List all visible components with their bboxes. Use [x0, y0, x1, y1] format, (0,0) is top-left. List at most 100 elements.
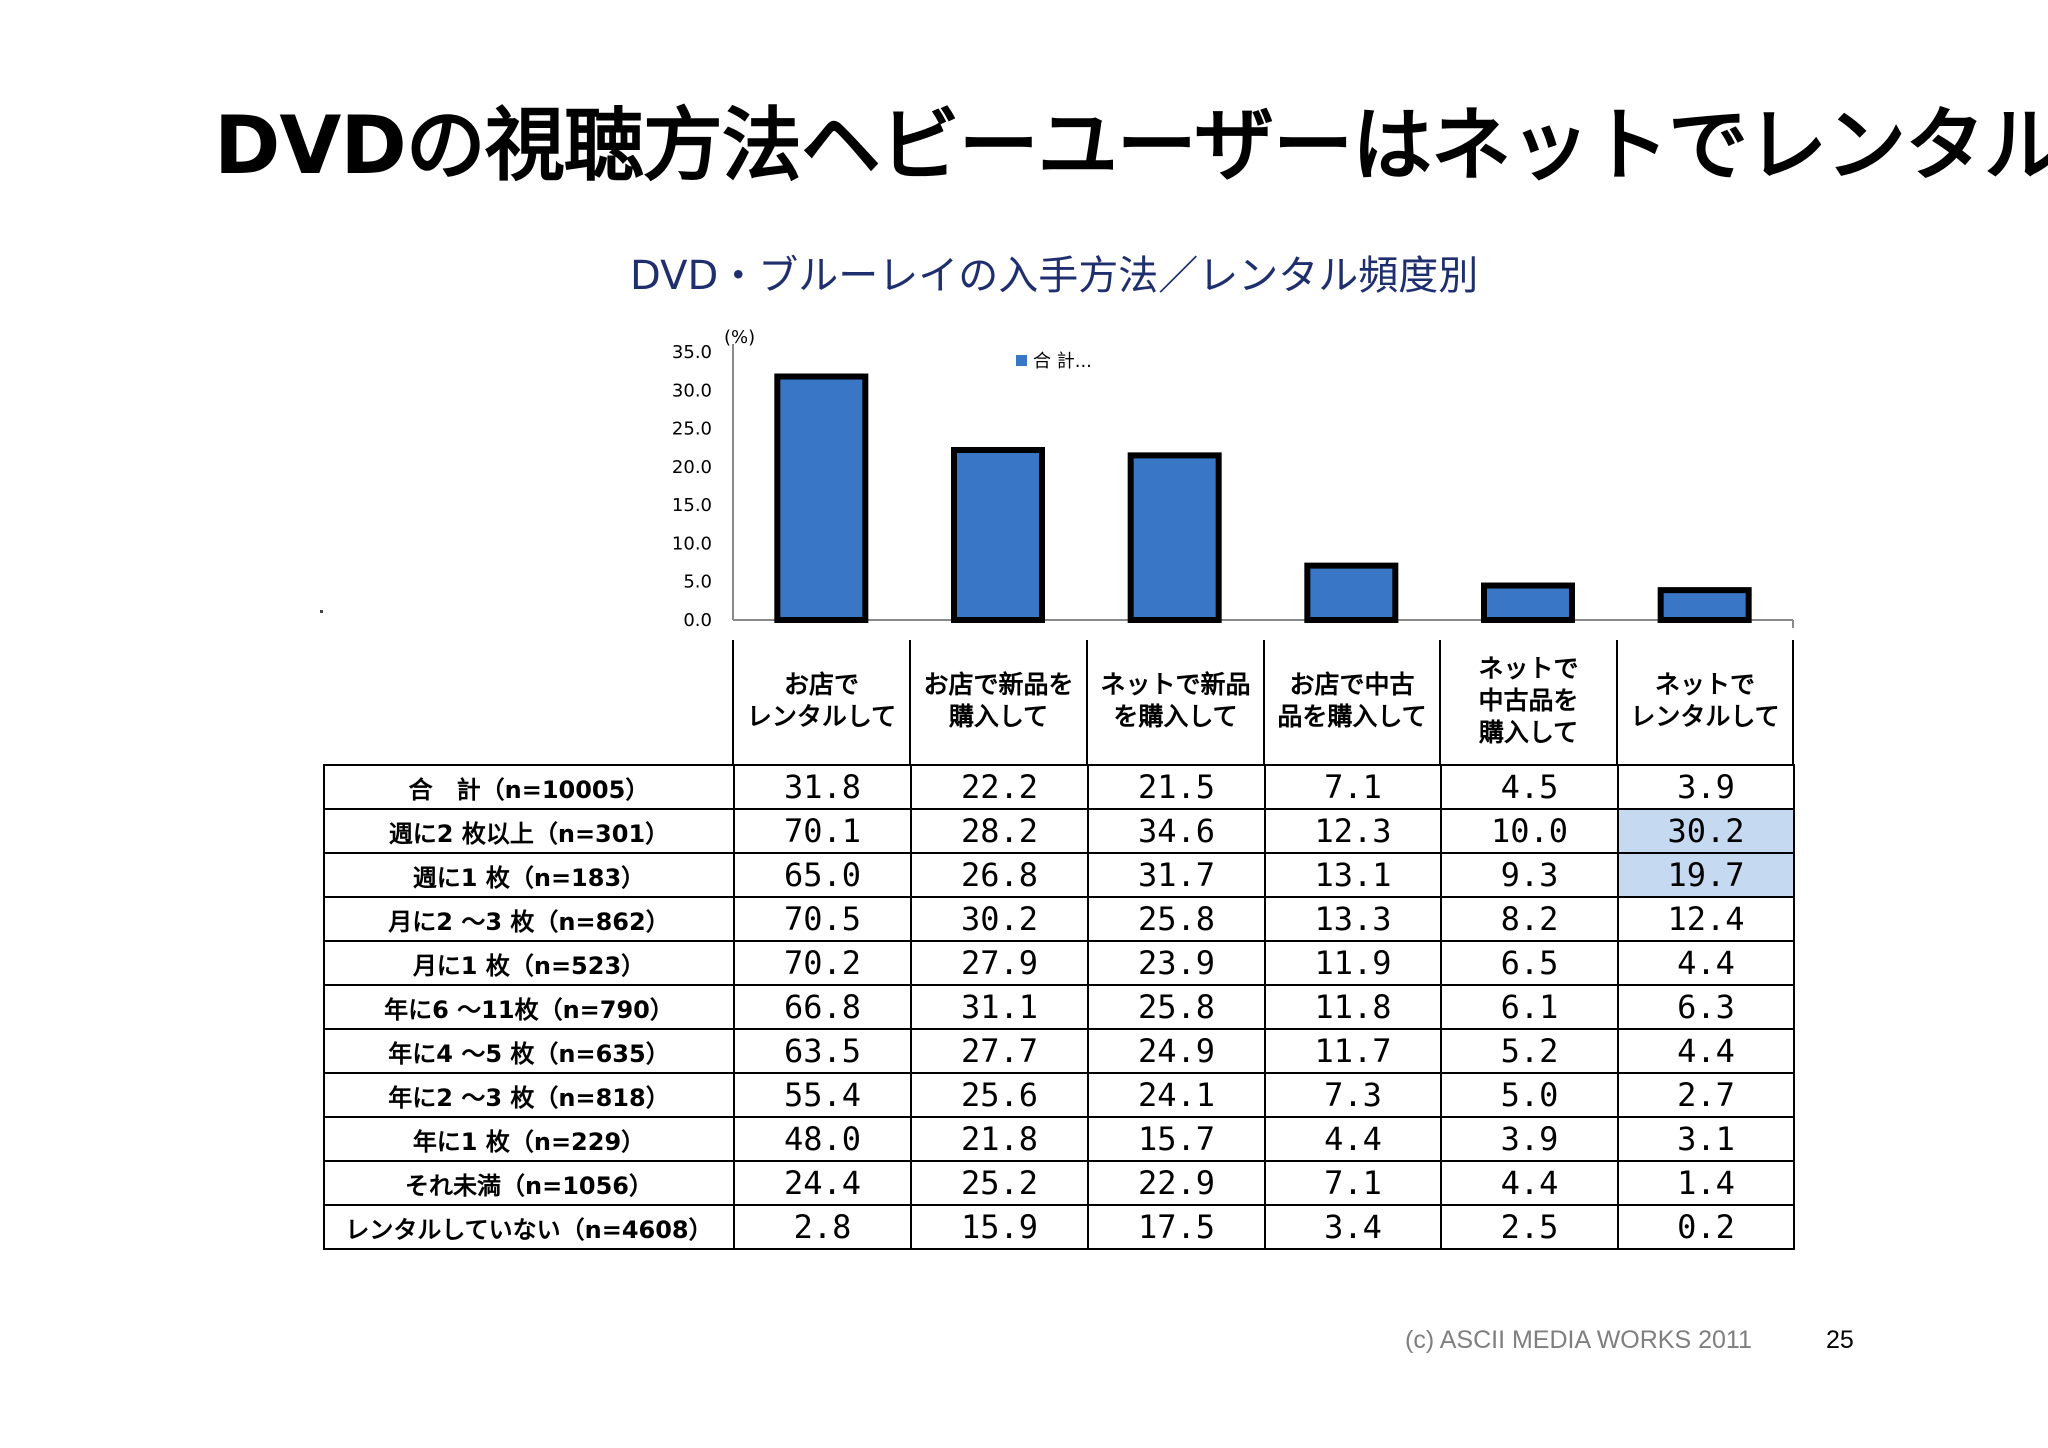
table-cell: 4.4: [1440, 1160, 1619, 1206]
table-cell: 4.5: [1440, 764, 1619, 810]
table-row: 年に4 ～5 枚（n=635） 63.5 27.7 24.9 11.7 5.2 4.4: [323, 1028, 1795, 1074]
row-label: 月に2 ～3 枚（n=862）: [323, 896, 735, 942]
table-cell: 21.8: [910, 1116, 1089, 1162]
row-label: 年に4 ～5 枚（n=635）: [323, 1028, 735, 1074]
table-cell: 3.4: [1264, 1204, 1442, 1250]
chart-title: DVD・ブルーレイの入手方法／レンタル頻度別: [630, 253, 1479, 299]
table-cell: 7.1: [1264, 1160, 1442, 1206]
table-cell: 6.3: [1617, 984, 1795, 1030]
row-label: 月に1 枚（n=523）: [323, 940, 735, 986]
bar: [951, 447, 1045, 623]
stray-dot: [320, 610, 323, 613]
data-table: 合 計（n=10005） 31.8 22.2 21.5 7.1 4.5 3.9 週に2 枚以上…: [323, 764, 1795, 1250]
table-cell: 2.5: [1440, 1204, 1619, 1250]
table-cell: 25.8: [1087, 896, 1266, 942]
table-row: 月に2 ～3 枚（n=862） 70.5 30.2 25.8 13.3 8.2 12.4: [323, 896, 1795, 942]
table-cell: 65.0: [733, 852, 912, 898]
y-tick-label: 10.0: [672, 533, 712, 554]
table-cell: 9.3: [1440, 852, 1619, 898]
table-cell: 55.4: [733, 1072, 912, 1118]
table-cell: 11.9: [1264, 940, 1442, 986]
table-cell: 66.8: [733, 984, 912, 1030]
table-cell: 21.5: [1087, 764, 1266, 810]
slide-title: DVDの視聴方法ヘビーユーザーはネットでレンタル: [214, 99, 2048, 192]
table-cell: 22.9: [1087, 1160, 1266, 1206]
row-label: 週に2 枚以上（n=301）: [323, 808, 735, 854]
table-cell: 4.4: [1264, 1116, 1442, 1162]
table-row: それ未満（n=1056） 24.4 25.2 22.9 7.1 4.4 1.4: [323, 1160, 1795, 1206]
table-cell: 3.1: [1617, 1116, 1795, 1162]
y-axis-unit-label: (%): [724, 327, 755, 348]
table-cell: 3.9: [1440, 1116, 1619, 1162]
table-cell: 23.9: [1087, 940, 1266, 986]
bar: [774, 373, 869, 624]
table-row: 週に2 枚以上（n=301） 70.1 28.2 34.6 12.3 10.0 30.2: [323, 808, 1795, 854]
table-cell: 70.2: [733, 940, 912, 986]
table-cell: 10.0: [1440, 808, 1619, 854]
table-cell: 6.1: [1440, 984, 1619, 1030]
row-label: レンタルしていない（n=4608）: [323, 1204, 735, 1250]
table-row: 月に1 枚（n=523） 70.2 27.9 23.9 11.9 6.5 4.4: [323, 940, 1795, 986]
table-cell: 27.9: [910, 940, 1089, 986]
table-cell: 5.2: [1440, 1028, 1619, 1074]
table-cell: 11.8: [1264, 984, 1442, 1030]
y-tick-label: 25.0: [672, 419, 712, 440]
table-cell: 2.7: [1617, 1072, 1795, 1118]
table-cell: 28.2: [910, 808, 1089, 854]
table-cell: 24.9: [1087, 1028, 1266, 1074]
table-cell: 34.6: [1087, 808, 1266, 854]
row-label: 週に1 枚（n=183）: [323, 852, 735, 898]
bar: [1304, 562, 1399, 623]
category-label: ネットで新品 を購入して: [1100, 670, 1251, 731]
table-cell: 1.4: [1617, 1160, 1795, 1206]
page-number: 25: [1826, 1326, 1854, 1354]
table-row: 年に2 ～3 枚（n=818） 55.4 25.6 24.1 7.3 5.0 2.7: [323, 1072, 1795, 1118]
table-cell: 12.4: [1617, 896, 1795, 942]
table-cell: 30.2: [910, 896, 1089, 942]
table-cell: 13.3: [1264, 896, 1442, 942]
table-cell: 30.2: [1617, 808, 1795, 854]
table-cell: 2.8: [733, 1204, 912, 1250]
table-cell: 3.9: [1617, 764, 1795, 810]
table-cell: 24.4: [733, 1160, 912, 1206]
table-cell: 31.7: [1087, 852, 1266, 898]
category-label: ネットで 中古品を 購入して: [1478, 654, 1579, 747]
row-label: 合 計（n=10005）: [323, 764, 735, 810]
table-cell: 13.1: [1264, 852, 1442, 898]
y-tick-label: 35.0: [672, 342, 712, 363]
category-label: ネットで レンタルして: [1630, 670, 1780, 731]
table-cell: 17.5: [1087, 1204, 1266, 1250]
table-cell: 31.8: [733, 764, 912, 810]
row-label: 年に1 枚（n=229）: [323, 1116, 735, 1162]
bar: [1657, 587, 1752, 624]
row-label: それ未満（n=1056）: [323, 1160, 735, 1206]
legend-swatch: [1016, 355, 1027, 366]
table-row: 年に1 枚（n=229） 48.0 21.8 15.7 4.4 3.9 3.1: [323, 1116, 1795, 1162]
table-cell: 48.0: [733, 1116, 912, 1162]
table-cell: 11.7: [1264, 1028, 1442, 1074]
table-cell: 22.2: [910, 764, 1089, 810]
table-cell: 63.5: [733, 1028, 912, 1074]
table-row: 合 計（n=10005） 31.8 22.2 21.5 7.1 4.5 3.9: [323, 764, 1795, 810]
legend-label: 合 計...: [1033, 351, 1092, 372]
bar: [1481, 582, 1575, 623]
table-cell: 70.1: [733, 808, 912, 854]
y-tick-label: 15.0: [672, 495, 712, 516]
table-cell: 12.3: [1264, 808, 1442, 854]
table-cell: 15.7: [1087, 1116, 1266, 1162]
bar: [1127, 452, 1222, 623]
table-cell: 25.8: [1087, 984, 1266, 1030]
table-row: 週に1 枚（n=183） 65.0 26.8 31.7 13.1 9.3 19.7: [323, 852, 1795, 898]
category-label: お店で レンタルして: [746, 670, 897, 731]
table-cell: 24.1: [1087, 1072, 1266, 1118]
category-label: お店で新品を 購入して: [923, 670, 1074, 731]
table-cell: 7.1: [1264, 764, 1442, 810]
table-cell: 70.5: [733, 896, 912, 942]
table-row: 年に6 ～11枚（n=790） 66.8 31.1 25.8 11.8 6.1 6.3: [323, 984, 1795, 1030]
table-row: レンタルしていない（n=4608） 2.8 15.9 17.5 3.4 2.5 0.2: [323, 1204, 1795, 1250]
row-label: 年に6 ～11枚（n=790）: [323, 984, 735, 1030]
table-cell: 8.2: [1440, 896, 1619, 942]
table-cell: 6.5: [1440, 940, 1619, 986]
table-cell: 5.0: [1440, 1072, 1619, 1118]
